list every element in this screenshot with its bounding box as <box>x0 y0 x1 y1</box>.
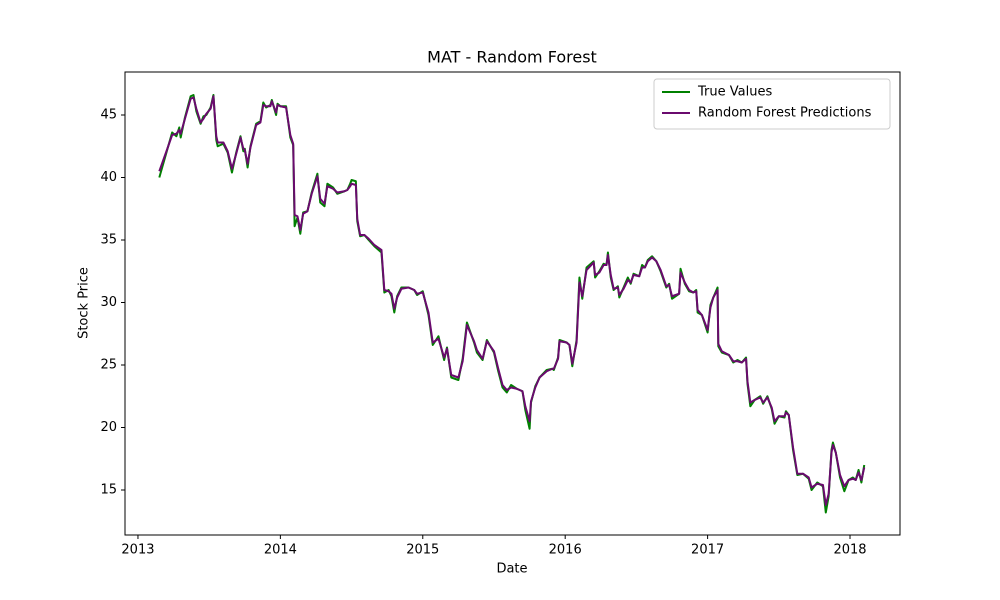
legend-label: Random Forest Predictions <box>698 106 872 121</box>
line-series <box>158 95 866 506</box>
x-tick-label: 2015 <box>406 543 439 558</box>
x-tick-label: 2017 <box>691 543 724 558</box>
y-tick-label: 30 <box>100 295 117 310</box>
y-tick-label: 20 <box>100 420 117 435</box>
plot-frame <box>124 71 901 536</box>
x-tick-label: 2013 <box>121 543 154 558</box>
y-tick-label: 15 <box>100 483 117 498</box>
legend-box <box>653 78 891 130</box>
y-tick-label: 35 <box>100 233 117 248</box>
chart-title: MAT - Random Forest <box>427 48 597 67</box>
legend-label: True Values <box>697 85 772 100</box>
y-axis-label: Stock Price <box>77 267 92 339</box>
y-tick-label: 25 <box>100 358 117 373</box>
y-tick-label: 45 <box>100 108 117 123</box>
x-axis-label: Date <box>496 562 527 577</box>
x-tick-label: 2018 <box>833 543 866 558</box>
x-tick-label: 2014 <box>264 543 297 558</box>
y-tick-label: 40 <box>100 170 117 185</box>
x-tick-label: 2016 <box>549 543 582 558</box>
